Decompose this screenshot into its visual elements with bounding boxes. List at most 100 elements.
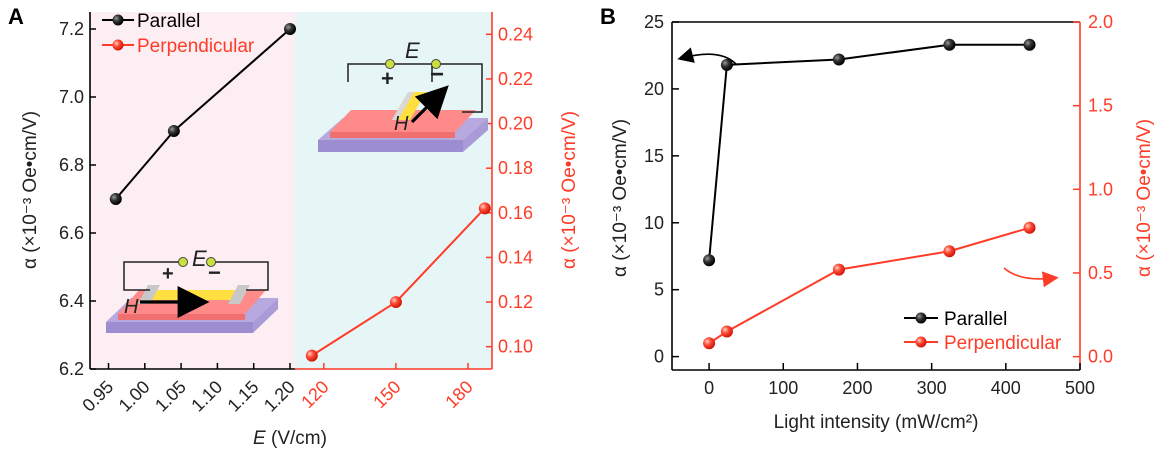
- panel-b-point-parallel: [720, 58, 733, 71]
- panel-b-y-left-label: α (×10⁻³ Oe•cm/V): [610, 119, 631, 277]
- panel-a-right-tick-label: 0.14: [498, 247, 533, 267]
- panel-a-series: [109, 23, 491, 362]
- inset-par-minus: −: [208, 260, 221, 285]
- panel-a-x-label: E (V/cm): [253, 428, 327, 449]
- panel-b-point-parallel: [943, 38, 956, 51]
- panel-a-x-red-ticks: 120 150 180: [297, 363, 477, 412]
- panel-a-point-perpendicular: [389, 296, 402, 309]
- panel-a-left-tick-label: 7.2: [59, 19, 84, 39]
- panel-b-point-perpendicular: [832, 263, 845, 276]
- panel-a-x-label-unit: (V/cm): [266, 428, 327, 449]
- panel-a-left-tick-label: 6.2: [59, 359, 84, 379]
- panel-a-point-parallel: [109, 193, 122, 205]
- panel-b-x-tick-label: 100: [768, 378, 798, 398]
- panel-b-right-tick-label: 1.5: [1088, 96, 1113, 116]
- panel-a-background-right: [295, 12, 492, 369]
- panel-a-point-parallel: [167, 125, 180, 137]
- panel-b-left-tick-label: 25: [644, 12, 664, 32]
- panel-b-point-perpendicular: [703, 337, 716, 350]
- panel-a-left-tick-label: 7.0: [59, 87, 84, 107]
- panel-b: 0 5 10 15 20 25 0.0 0.5 1.0 1.5 2.0 0 100 200 300 400…: [600, 4, 1155, 433]
- legend-b-perpendicular-label: Perpendicular: [944, 333, 1062, 354]
- panel-a-right-tick-label: 0.20: [498, 114, 533, 134]
- panel-a-right-tick-label: 0.12: [498, 292, 533, 312]
- inset-par-e-label: E: [192, 246, 207, 271]
- panel-b-right-tick-label: 0.5: [1088, 263, 1113, 283]
- panel-b-point-perpendicular: [1023, 221, 1036, 234]
- panel-a-x-black-tick-label: 1.20: [260, 377, 299, 416]
- legend-b-perpendicular-marker: [915, 336, 927, 348]
- panel-b-series: [703, 38, 1036, 350]
- panel-a-right-tick-label: 0.22: [498, 69, 533, 89]
- panel-a-right-tick-label: 0.24: [498, 24, 533, 44]
- panel-b-letter: B: [600, 4, 616, 29]
- panel-b-left-tick-label: 15: [644, 146, 664, 166]
- panel-a-point-perpendicular: [305, 349, 318, 362]
- panel-b-x-ticks: 0 100 200 300 400 500: [704, 363, 1095, 398]
- panel-b-left-ticks: 0 5 10 15 20 25: [644, 12, 679, 367]
- panel-a-x-red-tick-label: 120: [297, 377, 332, 412]
- legend-a-parallel-label: Parallel: [137, 11, 200, 32]
- inset-perp-h-label: H: [394, 113, 409, 135]
- panel-a-x-black-ticks: 0.951.001.051.101.151.20: [78, 363, 299, 416]
- inset-perp-h-arrow: [410, 85, 449, 124]
- panel-b-right-axis-pointer-arrow: [1003, 267, 1059, 288]
- panel-b-x-tick-label: 400: [991, 378, 1021, 398]
- inset-par-h-label: H: [124, 296, 139, 318]
- inset-par-plus: +: [162, 263, 174, 285]
- panel-a-legend: Parallel Perpendicular: [102, 11, 255, 57]
- panel-b-x-tick-label: 200: [842, 378, 872, 398]
- panel-b-right-tick-label: 2.0: [1088, 12, 1113, 32]
- panel-b-legend: Parallel Perpendicular: [904, 309, 1062, 354]
- panel-b-point-parallel: [832, 53, 845, 66]
- panel-b-left-tick-label: 10: [644, 213, 664, 233]
- legend-a-parallel-marker: [112, 14, 124, 26]
- panel-a-x-black-tick-label: 1.10: [187, 377, 226, 416]
- panel-b-right-tick-label: 0.0: [1088, 347, 1113, 367]
- panel-a-right-ticks: 0.10 0.12 0.14 0.16 0.18 0.20 0.22 0.24: [486, 24, 533, 357]
- panel-b-right-tick-label: 1.0: [1088, 179, 1113, 199]
- panel-a-left-tick-label: 6.8: [59, 155, 84, 175]
- panel-b-left-axis-pointer-arrow: [677, 47, 737, 65]
- inset-perp-plus: +: [381, 66, 394, 91]
- legend-a-perpendicular-label: Perpendicular: [137, 36, 255, 57]
- panel-b-right-ticks: 0.0 0.5 1.0 1.5 2.0: [1073, 12, 1113, 367]
- inset-perp-e-label: E: [405, 38, 420, 63]
- panel-b-left-tick-label: 20: [644, 79, 664, 99]
- panel-a-x-label-symbol: E: [253, 428, 266, 449]
- panel-b-left-tick-label: 5: [654, 280, 664, 300]
- panel-b-x-tick-label: 0: [704, 378, 714, 398]
- panel-a-left-ticks: 6.2 6.4 6.6 6.8 7.0 7.2: [59, 19, 96, 379]
- panel-a-right-tick-label: 0.16: [498, 203, 533, 223]
- panel-b-y-right-label: α (×10⁻³ Oe•cm/V): [1134, 119, 1155, 277]
- panel-b-point-perpendicular: [943, 245, 956, 258]
- panel-a-point-perpendicular: [478, 202, 491, 215]
- panel-a-right-tick-label: 0.18: [498, 158, 533, 178]
- panel-b-point-parallel: [1023, 38, 1036, 51]
- panel-a-x-black-tick-label: 1.05: [151, 377, 190, 416]
- panel-a-left-tick-label: 6.4: [59, 291, 84, 311]
- panel-a-x-black-tick-label: 1.00: [115, 377, 154, 416]
- panel-a-x-black-tick-label: 0.95: [78, 377, 117, 416]
- panel-a-x-black-tick-label: 1.15: [224, 377, 263, 416]
- legend-a-perpendicular-marker: [112, 39, 124, 51]
- inset-perp-minus: −: [430, 61, 444, 88]
- panel-b-point-perpendicular: [720, 325, 733, 338]
- legend-b-parallel-marker: [915, 312, 927, 324]
- panel-b-x-tick-label: 300: [917, 378, 947, 398]
- inset-device-parallel: + − E H: [106, 246, 278, 333]
- panel-a-point-parallel: [284, 23, 296, 35]
- panel-a-y-right-label: α (×10⁻³ Oe•cm/V): [559, 111, 580, 269]
- panel-a-x-red-tick-label: 180: [441, 377, 476, 412]
- panel-a-x-red-tick-label: 150: [369, 377, 404, 412]
- panel-a: 6.26.46.66.87.07.2 0.100.120.140.160.180…: [8, 4, 580, 449]
- inset-device-perpendicular: + − E H: [318, 38, 488, 152]
- panel-b-point-parallel: [703, 254, 716, 267]
- panel-a-y-left-label: α (×10⁻³ Oe•cm/V): [20, 111, 41, 269]
- panel-a-letter: A: [8, 4, 24, 29]
- panel-b-series-line-parallel: [708, 43, 1030, 261]
- panel-b-left-tick-label: 0: [654, 347, 664, 367]
- legend-b-parallel-label: Parallel: [944, 309, 1007, 330]
